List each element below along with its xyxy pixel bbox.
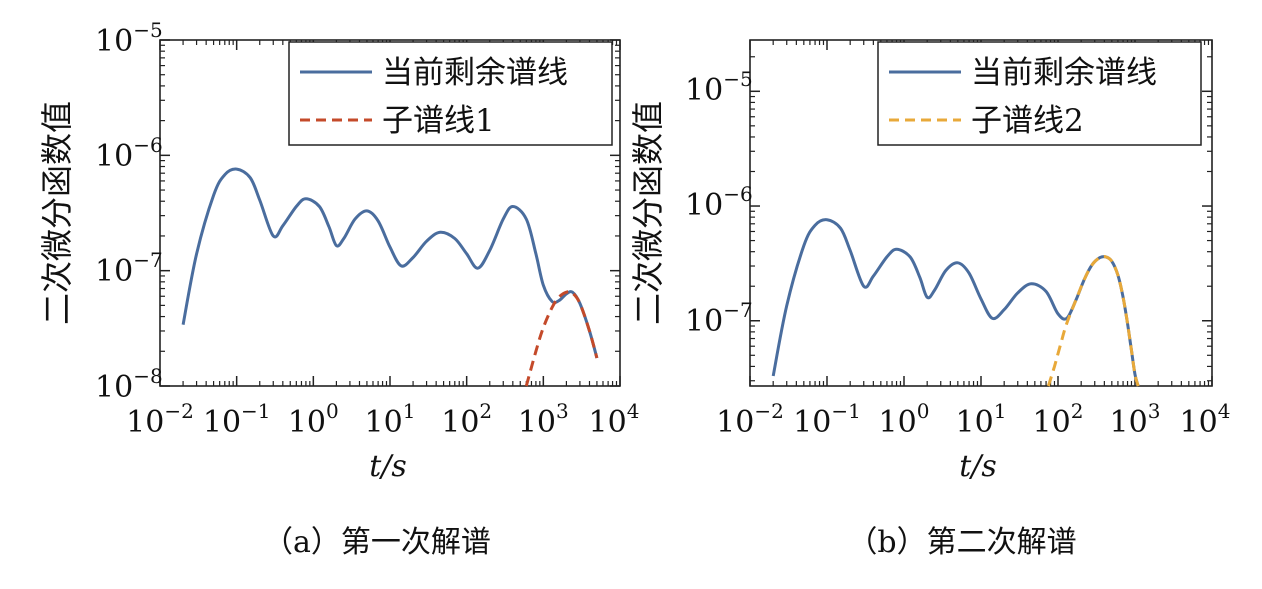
x-tick-label: 103 [1110, 399, 1161, 440]
panel-b: 10−2 10−1 100 101 102 103 104 10−7 10−6 … [629, 39, 1231, 560]
y-tick-label: 10−6 [685, 182, 753, 223]
y-tick-label: 10−7 [95, 248, 163, 289]
x-tick-label: 104 [589, 399, 640, 440]
legend-label-current: 当前剩余谱线 [382, 55, 568, 91]
y-tick-label: 10−7 [685, 298, 753, 339]
x-tick-label: 10−2 [126, 399, 194, 440]
x-tick-label: 10−1 [203, 399, 271, 440]
legend-box [877, 41, 1202, 146]
x-tick-label: 10−2 [716, 399, 784, 440]
x-axis-label: t/s [959, 449, 997, 484]
x-tick-label: 104 [1180, 399, 1231, 440]
y-major-ticks [160, 39, 620, 387]
y-tick-label: 10−6 [95, 133, 163, 174]
panel-caption: （b）第二次解谱 [847, 525, 1076, 560]
x-tick-label: 102 [1033, 399, 1084, 440]
x-tick-label: 101 [956, 399, 1007, 440]
x-tick-label: 10−1 [793, 399, 861, 440]
y-major-ticks [750, 90, 1212, 322]
y-tick-label: 10−5 [685, 67, 753, 108]
y-minor-ticks [750, 56, 1212, 382]
series-sub-line-2 [1046, 255, 1140, 387]
y-axis-label: 二次微分函数值 [38, 101, 76, 325]
y-tick-label: 10−5 [95, 18, 163, 59]
y-axis-label: 二次微分函数值 [629, 101, 667, 325]
y-tick-label: 10−8 [95, 364, 163, 405]
y-minor-ticks [160, 44, 620, 352]
series-sub-line-1 [524, 290, 599, 387]
series-current-remaining-line [181, 167, 599, 359]
legend-label-sub-1: 子谱线1 [382, 103, 495, 139]
x-tick-label: 100 [288, 399, 339, 440]
x-tick-label: 103 [518, 399, 569, 440]
x-tick-label: 100 [879, 399, 930, 440]
legend-box [288, 41, 613, 146]
legend-label-sub-2: 子谱线2 [971, 103, 1084, 139]
x-axis-label: t/s [369, 449, 407, 484]
x-tick-label: 102 [441, 399, 492, 440]
panel-caption: （a）第一次解谱 [263, 525, 491, 560]
panel-a: 10−2 10−1 100 101 102 103 104 10−8 10−7 … [38, 18, 639, 560]
legend: 当前剩余谱线 子谱线1 [288, 41, 613, 146]
x-tick-label: 101 [365, 399, 416, 440]
series-current-remaining-line [771, 218, 1140, 387]
legend: 当前剩余谱线 子谱线2 [877, 41, 1202, 146]
legend-label-current: 当前剩余谱线 [971, 55, 1157, 91]
